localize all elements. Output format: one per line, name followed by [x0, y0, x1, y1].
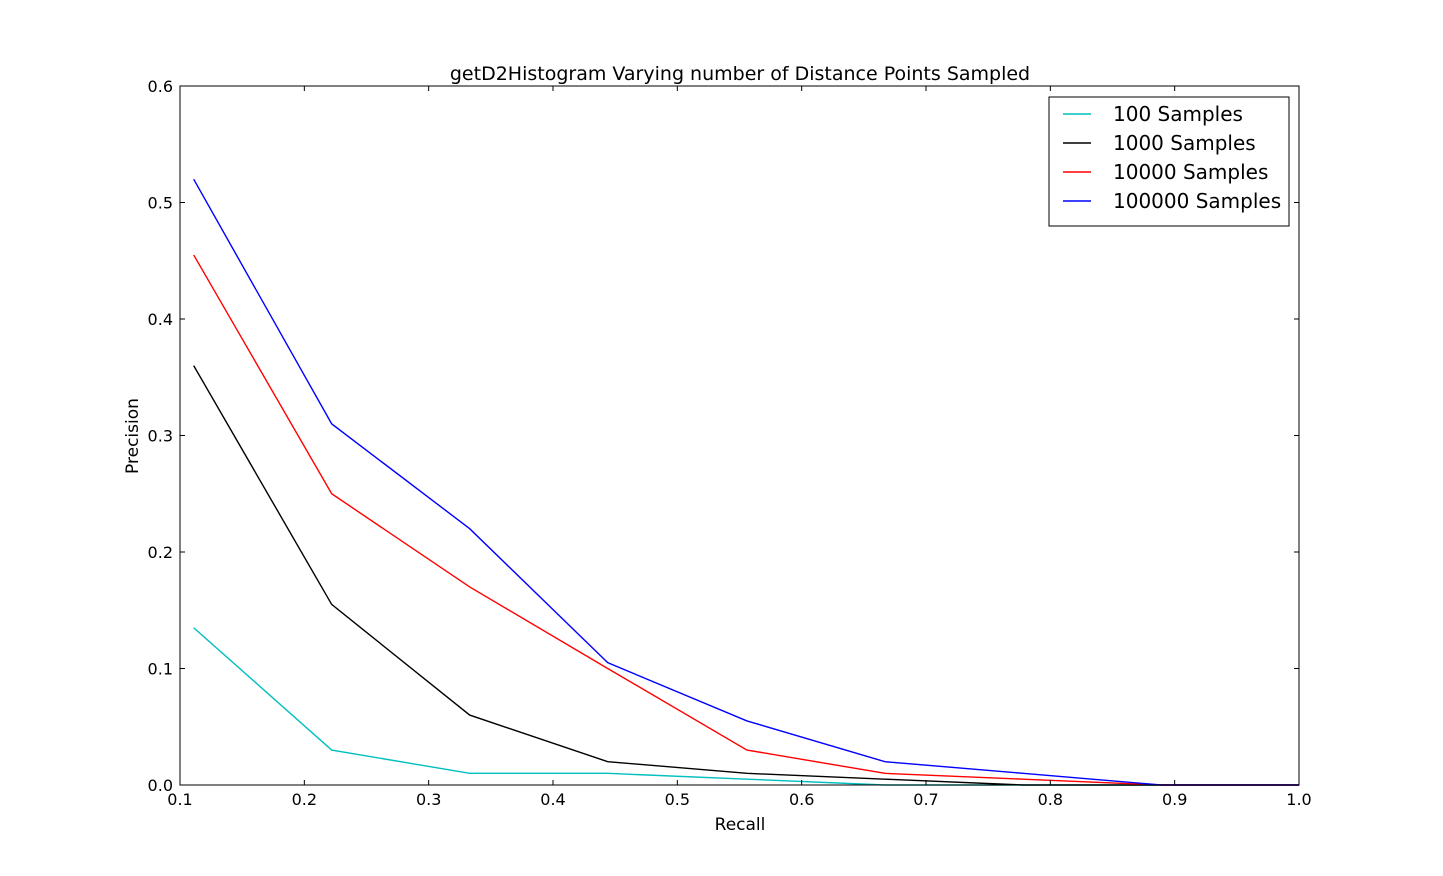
legend-label-1: 1000 Samples [1113, 131, 1256, 155]
x-tick-label: 0.1 [167, 790, 192, 809]
x-tick-label: 0.8 [1038, 790, 1063, 809]
series-line-3 [193, 178, 1299, 786]
x-axis-label: Recall [715, 815, 766, 835]
y-tick-label: 0.4 [148, 310, 173, 329]
series-line-1 [193, 365, 1299, 786]
y-tick-label: 0.2 [148, 543, 173, 562]
plot-area: 0.1 0.2 0.3 0.4 0.5 0.6 0.7 0.8 0.9 1.00.00.10.20… [148, 77, 1312, 809]
y-tick-label: 0.5 [148, 194, 173, 213]
x-tick-label: 1.0 [1286, 790, 1311, 809]
series-line-0 [193, 627, 1299, 786]
x-tick-label: 0.5 [665, 790, 690, 809]
legend-label-2: 10000 Samples [1113, 160, 1268, 184]
legend-label-3: 100000 Samples [1113, 189, 1281, 213]
x-tick-label: 0.3 [416, 790, 441, 809]
y-tick-label: 0.1 [148, 660, 173, 679]
x-tick-label: 0.6 [789, 790, 814, 809]
x-tick-label: 0.9 [1162, 790, 1187, 809]
legend: 100 Samples 1000 Samples 10000 Samples 1000… [1048, 96, 1290, 227]
x-tick-label: 0.4 [540, 790, 565, 809]
x-tick-label: 0.7 [913, 790, 938, 809]
y-tick-label: 0.6 [148, 77, 173, 96]
y-tick-label: 0.3 [148, 427, 173, 446]
series-line-2 [193, 254, 1299, 786]
legend-box [1048, 96, 1290, 227]
y-tick-label: 0.0 [148, 776, 173, 795]
x-tick-label: 0.2 [292, 790, 317, 809]
chart-title: getD2Histogram Varying number of Distanc… [450, 63, 1030, 85]
legend-label-0: 100 Samples [1113, 102, 1243, 126]
y-axis-label: Precision [123, 398, 143, 474]
